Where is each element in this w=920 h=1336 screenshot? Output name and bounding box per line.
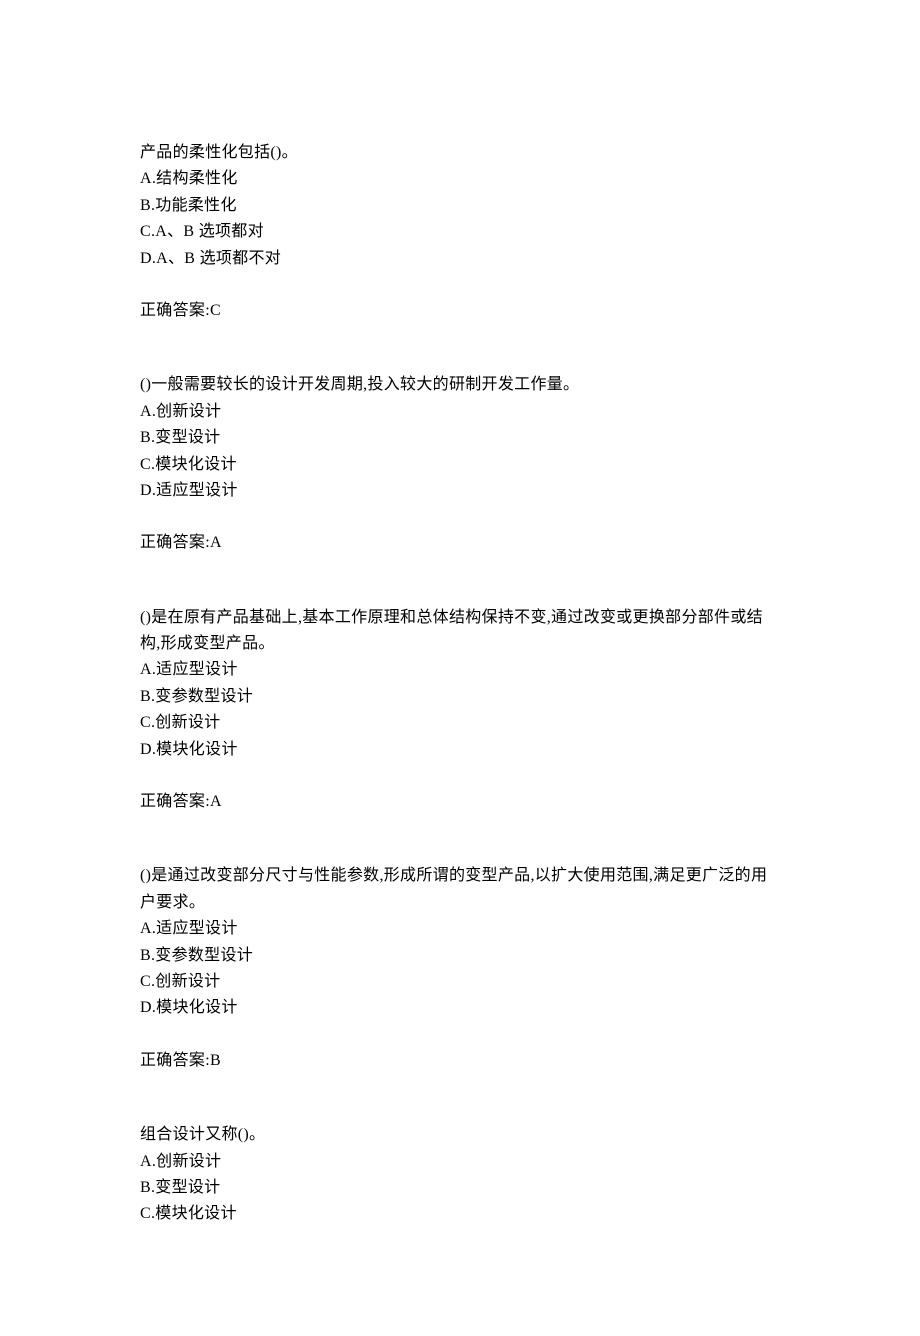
option-d: D.A、B 选项都不对 — [140, 246, 780, 272]
question-text: 组合设计又称()。 — [140, 1122, 780, 1148]
option-c: C.创新设计 — [140, 710, 780, 736]
option-c: C.A、B 选项都对 — [140, 219, 780, 245]
correct-answer: 正确答案:A — [140, 534, 222, 551]
option-b: B.变参数型设计 — [140, 684, 780, 710]
option-a: A.结构柔性化 — [140, 166, 780, 192]
question-block-1: 产品的柔性化包括()。 A.结构柔性化 B.功能柔性化 C.A、B 选项都对 D… — [140, 140, 780, 324]
answer-section: 正确答案:C — [140, 298, 780, 324]
option-b: B.变型设计 — [140, 1175, 780, 1201]
option-a: A.适应型设计 — [140, 916, 780, 942]
option-d: D.适应型设计 — [140, 478, 780, 504]
option-c: C.创新设计 — [140, 969, 780, 995]
question-text: ()是通过改变部分尺寸与性能参数,形成所谓的变型产品,以扩大使用范围,满足更广泛… — [140, 863, 780, 916]
question-block-2: ()一般需要较长的设计开发周期,投入较大的研制开发工作量。 A.创新设计 B.变… — [140, 372, 780, 556]
correct-answer: 正确答案:A — [140, 793, 222, 810]
option-b: B.变型设计 — [140, 425, 780, 451]
option-b: B.变参数型设计 — [140, 943, 780, 969]
answer-section: 正确答案:A — [140, 789, 780, 815]
correct-answer: 正确答案:B — [140, 1052, 221, 1069]
question-block-4: ()是通过改变部分尺寸与性能参数,形成所谓的变型产品,以扩大使用范围,满足更广泛… — [140, 863, 780, 1074]
option-a: A.创新设计 — [140, 399, 780, 425]
option-c: C.模块化设计 — [140, 452, 780, 478]
question-text: ()是在原有产品基础上,基本工作原理和总体结构保持不变,通过改变或更换部分部件或… — [140, 605, 780, 658]
option-a: A.适应型设计 — [140, 657, 780, 683]
correct-answer: 正确答案:C — [140, 302, 221, 319]
answer-section: 正确答案:A — [140, 530, 780, 556]
question-text: ()一般需要较长的设计开发周期,投入较大的研制开发工作量。 — [140, 372, 780, 398]
option-d: D.模块化设计 — [140, 737, 780, 763]
answer-section: 正确答案:B — [140, 1048, 780, 1074]
question-block-3: ()是在原有产品基础上,基本工作原理和总体结构保持不变,通过改变或更换部分部件或… — [140, 605, 780, 816]
option-b: B.功能柔性化 — [140, 193, 780, 219]
option-a: A.创新设计 — [140, 1149, 780, 1175]
option-d: D.模块化设计 — [140, 995, 780, 1021]
question-text: 产品的柔性化包括()。 — [140, 140, 780, 166]
option-c: C.模块化设计 — [140, 1201, 780, 1227]
question-block-5: 组合设计又称()。 A.创新设计 B.变型设计 C.模块化设计 — [140, 1122, 780, 1228]
